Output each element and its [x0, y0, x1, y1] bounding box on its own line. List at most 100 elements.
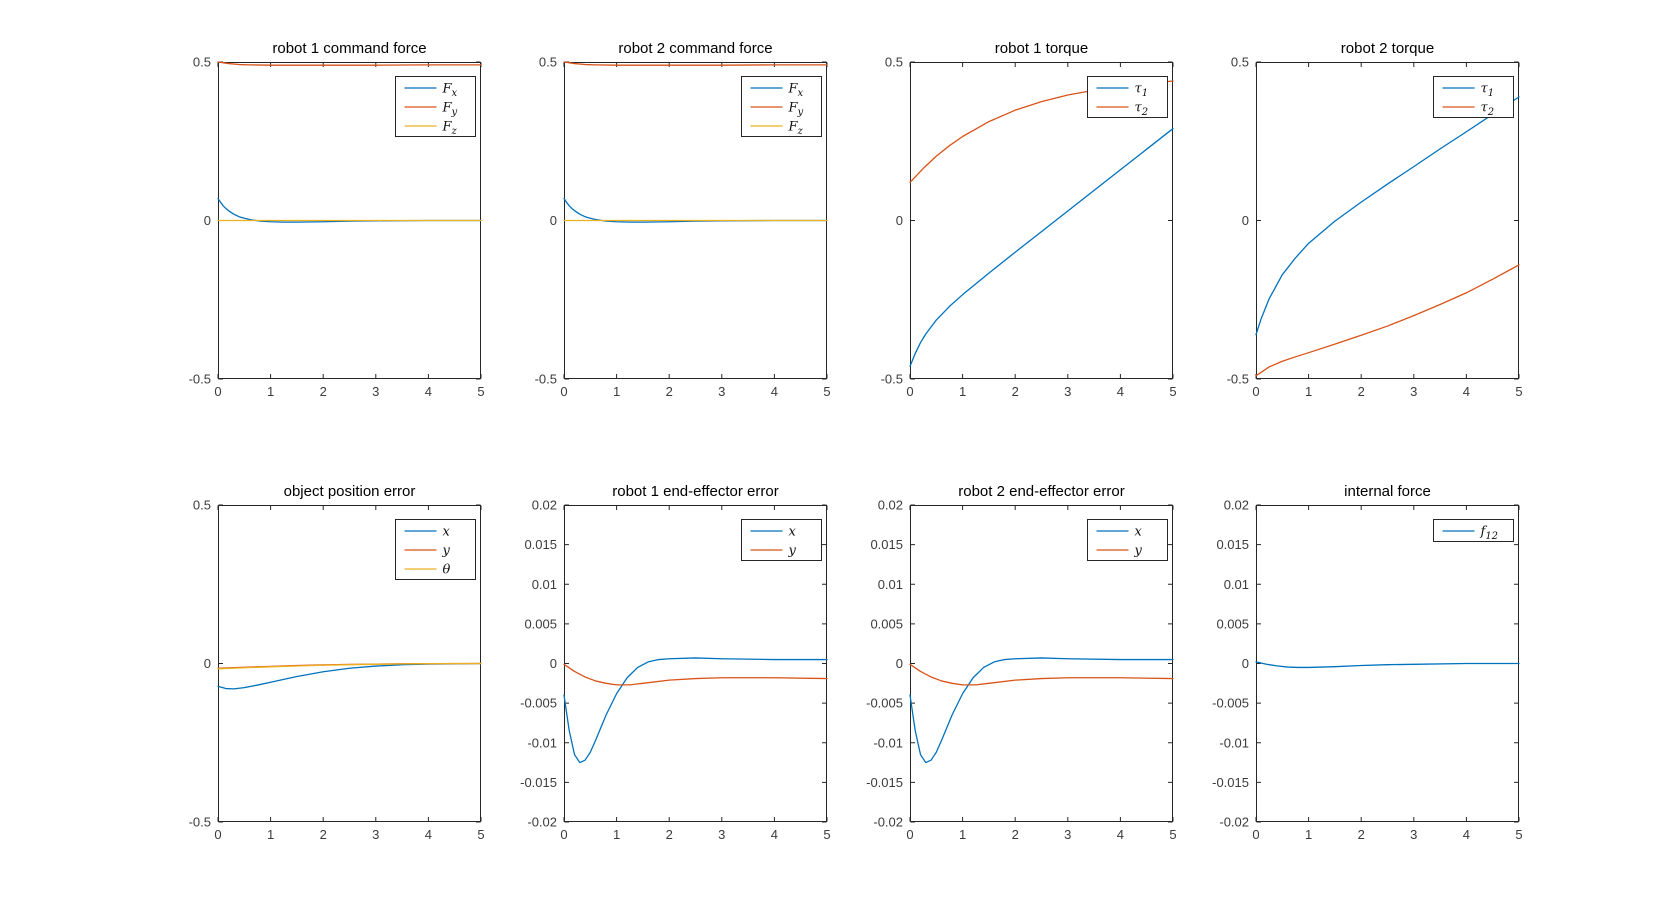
subplot-robot-1-command-force: 0 1 2 3 4 5 -0.5 0 0.5 robot 1 command force Fx Fy F…	[189, 40, 485, 399]
legend-label: x	[1135, 525, 1143, 540]
y-tick-label: 0	[896, 213, 903, 228]
x-tick-label: 2	[666, 384, 673, 399]
x-tick-label: 1	[1305, 384, 1312, 399]
series-line-y	[563, 663, 828, 686]
y-tick-label: -0.015	[1212, 775, 1249, 790]
y-tick-label: 0.005	[1216, 616, 1249, 631]
legend-label: Fx	[442, 82, 458, 100]
x-tick-label: 2	[1012, 827, 1019, 842]
x-tick-label: 1	[267, 384, 274, 399]
x-tick-label: 0	[560, 827, 567, 842]
chart-title: robot 2 end-effector error	[958, 483, 1124, 500]
y-tick-label: -0.02	[1219, 815, 1249, 830]
chart-title: object position error	[284, 483, 416, 500]
x-tick-label: 5	[477, 827, 484, 842]
y-tick-label: 0	[1242, 213, 1249, 228]
legend-box	[1087, 519, 1168, 561]
series-line-Fy	[217, 61, 482, 66]
legend-label: θ	[443, 563, 451, 578]
y-tick-label: 0	[204, 656, 211, 671]
y-tick-label: 0.02	[532, 498, 557, 513]
subplot-robot-1-torque: 0 1 2 3 4 5 -0.5 0 0.5 robot 1 torque τ1 τ2	[881, 40, 1177, 399]
x-tick-label: 0	[214, 384, 221, 399]
x-tick-label: 5	[477, 384, 484, 399]
subplot-robot-2-end-effector-error: 0 1 2 3 4 5 -0.02 -0.015 -0.01 -0.005 0 0.005 0.01 0.…	[866, 483, 1176, 842]
legend-label: τ1	[1135, 82, 1149, 100]
x-tick-label: 2	[320, 384, 327, 399]
chart-title: robot 1 command force	[272, 40, 426, 57]
x-tick-label: 5	[823, 827, 830, 842]
y-tick-label: -0.015	[866, 775, 903, 790]
series-line-x	[909, 657, 1174, 764]
legend-label: y	[442, 544, 451, 559]
subplot-internal-force: 0 1 2 3 4 5 -0.02 -0.015 -0.01 -0.005 0 0.005 0.01 0.…	[1212, 483, 1522, 842]
x-tick-label: 2	[1358, 384, 1365, 399]
y-tick-label: 0.015	[870, 537, 903, 552]
legend-label: x	[443, 525, 451, 540]
chart-canvas: 0 1 2 3 4 5 -0.02 -0.015 -0.01 -0.005 0 0.005 0.01 0.…	[866, 483, 1176, 842]
x-tick-label: 1	[959, 384, 966, 399]
legend-label: x	[789, 525, 797, 540]
x-tick-label: 5	[823, 384, 830, 399]
chart-title: robot 1 torque	[995, 40, 1088, 57]
x-tick-label: 3	[1410, 827, 1417, 842]
y-tick-label: 0.5	[539, 55, 557, 70]
x-tick-label: 0	[214, 827, 221, 842]
y-tick-label: -0.01	[1219, 735, 1249, 750]
chart-title: robot 2 torque	[1341, 40, 1434, 57]
x-tick-label: 3	[372, 827, 379, 842]
x-tick-label: 4	[1463, 827, 1470, 842]
x-tick-label: 5	[1169, 827, 1176, 842]
subplot-robot-2-torque: 0 1 2 3 4 5 -0.5 0 0.5 robot 2 torque τ1 τ2	[1227, 40, 1523, 399]
y-tick-label: 0	[550, 656, 557, 671]
series-line-θ	[217, 662, 482, 670]
x-tick-label: 1	[613, 384, 620, 399]
legend-label: τ2	[1135, 101, 1149, 119]
series-line-τ1	[909, 127, 1174, 367]
x-tick-label: 5	[1515, 827, 1522, 842]
subplot-object-position-error: 0 1 2 3 4 5 -0.5 0 0.5 object position error x y θ	[189, 483, 485, 842]
y-tick-label: -0.5	[535, 372, 557, 387]
legend-label: Fx	[788, 82, 804, 100]
x-tick-label: 2	[320, 827, 327, 842]
x-tick-label: 4	[771, 384, 778, 399]
y-tick-label: -0.005	[866, 696, 903, 711]
chart-canvas: 0 1 2 3 4 5 -0.02 -0.015 -0.01 -0.005 0 0.005 0.01 0.…	[520, 483, 830, 842]
x-tick-label: 5	[1515, 384, 1522, 399]
x-tick-label: 4	[1117, 384, 1124, 399]
x-tick-label: 2	[1358, 827, 1365, 842]
x-tick-label: 3	[718, 384, 725, 399]
y-tick-label: 0.005	[524, 616, 557, 631]
subplot-robot-1-end-effector-error: 0 1 2 3 4 5 -0.02 -0.015 -0.01 -0.005 0 0.005 0.01 0.…	[520, 483, 830, 842]
y-tick-label: -0.5	[1227, 372, 1249, 387]
y-tick-label: 0.5	[1231, 55, 1249, 70]
x-tick-label: 0	[906, 384, 913, 399]
y-tick-label: 0	[1242, 656, 1249, 671]
y-tick-label: 0	[896, 656, 903, 671]
y-tick-label: -0.01	[873, 735, 903, 750]
y-tick-label: 0.01	[532, 577, 557, 592]
x-tick-label: 3	[1410, 384, 1417, 399]
y-tick-label: 0.02	[878, 498, 903, 513]
chart-title: robot 2 command force	[618, 40, 772, 57]
x-tick-label: 4	[425, 384, 432, 399]
legend-label: Fz	[788, 120, 804, 138]
x-tick-label: 3	[718, 827, 725, 842]
series-line-τ2	[1255, 264, 1520, 377]
series-line-Fx	[217, 197, 482, 223]
y-tick-label: 0.005	[870, 616, 903, 631]
legend-label: Fz	[442, 120, 458, 138]
y-tick-label: 0.5	[193, 55, 211, 70]
chart-title: internal force	[1344, 483, 1431, 500]
legend-box	[741, 519, 822, 561]
x-tick-label: 0	[906, 827, 913, 842]
y-tick-label: -0.5	[189, 372, 211, 387]
series-line-f12	[1255, 661, 1520, 669]
series-line-y	[909, 663, 1174, 686]
series-line-τ1	[1255, 96, 1520, 336]
legend-label: f12	[1480, 525, 1499, 543]
